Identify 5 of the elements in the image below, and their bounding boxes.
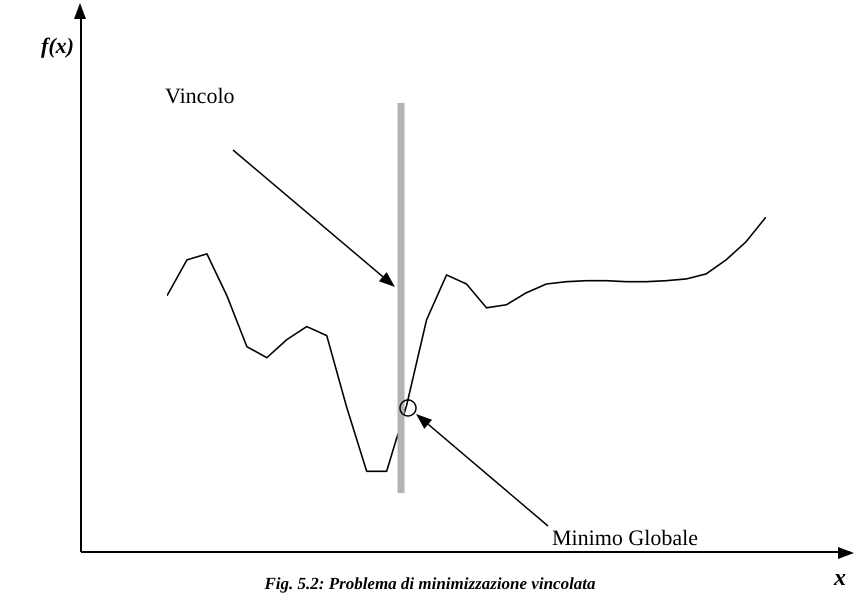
x-axis-title: x	[833, 565, 846, 591]
text: Vincolo	[165, 83, 235, 108]
text: f(x)	[41, 33, 74, 58]
text: Fig. 5.2: Problema di minimizzazione vincolata	[263, 574, 596, 593]
annotation: Minimo Globale	[552, 525, 698, 550]
